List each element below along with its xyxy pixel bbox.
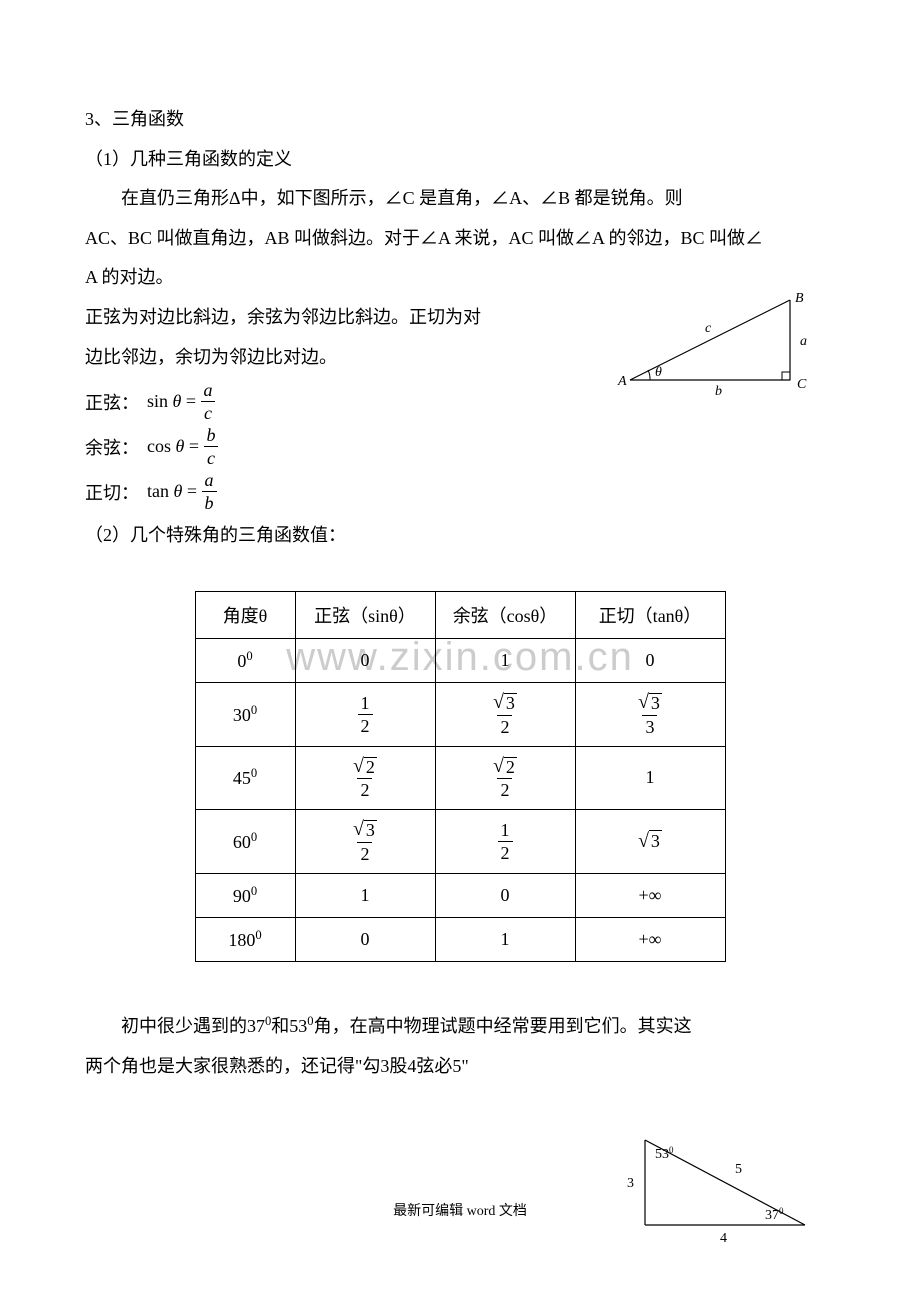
table-row: 30012√32√33: [195, 682, 725, 746]
subheading-2: （2）几个特殊角的三角函数值：: [85, 516, 835, 556]
svg-text:3: 3: [627, 1176, 634, 1191]
table-header: 余弦（cosθ）: [435, 591, 575, 638]
formula-label: 正弦：: [85, 389, 139, 415]
formula-cosine: 余弦： cos θ = bc: [85, 426, 835, 467]
trig-values-table: 角度θ正弦（sinθ）余弦（cosθ）正切（tanθ）0001030012√32…: [85, 591, 835, 962]
table-header: 正切（tanθ）: [575, 591, 725, 638]
small-triangle-figure: 530 370 3 4 5: [615, 1125, 825, 1245]
table-row: 90010+∞: [195, 874, 725, 918]
paragraph-line: AC、BC 叫做直角边，AB 叫做斜边。对于∠A 来说，AC 叫做∠A 的邻边，…: [85, 219, 835, 259]
table-row: 180001+∞: [195, 918, 725, 962]
svg-text:5: 5: [735, 1162, 742, 1177]
svg-text:C: C: [797, 377, 807, 392]
table-row: 450√22√221: [195, 746, 725, 810]
svg-text:a: a: [800, 334, 807, 349]
paragraph-line: 边比邻边，余切为邻边比对边。: [85, 338, 560, 378]
svg-text:4: 4: [720, 1231, 727, 1245]
table-row: 00010: [195, 638, 725, 682]
svg-text:A: A: [617, 374, 627, 389]
table-header: 正弦（sinθ）: [295, 591, 435, 638]
svg-text:530: 530: [655, 1145, 674, 1162]
svg-text:b: b: [715, 384, 722, 399]
table-header: 角度θ: [195, 591, 295, 638]
formula-tangent: 正切： tan θ = ab: [85, 471, 835, 512]
formula-label: 余弦：: [85, 434, 139, 460]
svg-text:B: B: [795, 291, 804, 306]
paragraph-line: 在直仍三角形Δ中，如下图所示，∠C 是直角，∠A、∠B 都是锐角。则: [85, 179, 835, 219]
formula-label: 正切：: [85, 479, 139, 505]
right-triangle-figure: A B C a b c θ: [615, 290, 825, 400]
table-row: 600√3212√3: [195, 810, 725, 874]
svg-text:θ: θ: [655, 365, 662, 380]
subheading-1: （1）几种三角函数的定义: [85, 140, 835, 180]
paragraph-line: 正弦为对边比斜边，余弦为邻边比斜边。正切为对: [85, 298, 560, 338]
svg-text:c: c: [705, 321, 712, 336]
svg-text:370: 370: [765, 1206, 784, 1223]
section-heading: 3、三角函数: [85, 100, 835, 140]
paragraph-line: 初中很少遇到的370和530角，在高中物理试题中经常要用到它们。其实这: [85, 1007, 835, 1047]
paragraph-line: 两个角也是大家很熟悉的，还记得"勾3股4弦必5": [85, 1047, 835, 1087]
